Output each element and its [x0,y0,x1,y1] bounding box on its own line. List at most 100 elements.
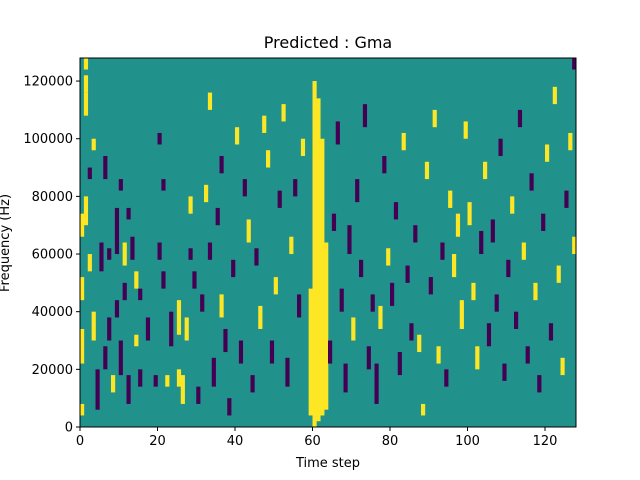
heatmap-cell [87,254,92,272]
heatmap-cell [486,323,492,347]
x-tick-label: 60 [304,434,321,449]
heatmap-cell [308,288,313,416]
heatmap-cell [114,300,120,318]
y-tick-label: 60000 [32,248,73,263]
y-tick-label: 20000 [32,363,73,378]
heatmap-cell [188,248,193,260]
heatmap-cell [134,334,139,347]
heatmap-cell [432,109,437,128]
heatmap-cell [80,403,85,416]
heatmap-cell [467,202,472,226]
heatmap-cell [572,58,577,70]
heatmap-cell [343,363,348,393]
heatmap-cell [269,340,275,364]
heatmap-cell [316,98,321,422]
heatmap-cell [180,375,185,404]
heatmap-cell [138,369,143,387]
heatmap-cell [409,323,414,341]
heatmap-cell [572,236,577,255]
heatmap-cell [300,138,306,157]
heatmap-cell [297,294,302,318]
heatmap-cell [401,132,406,151]
heatmap-cell [378,305,383,329]
heatmap-cell [328,340,333,364]
heatmap-cell [118,340,123,376]
heatmap-cell [138,288,143,301]
y-tick-label: 100000 [23,132,73,147]
heatmap-cell [157,242,162,260]
plot-area [79,57,577,428]
x-tick-label: 20 [149,434,166,449]
heatmap-cell [525,346,530,364]
heatmap-cell [145,317,151,341]
chart-title: Predicted : Gma [264,33,392,52]
heatmap-cell [459,300,464,329]
heatmap-cell [196,386,201,404]
heatmap-cell [393,202,399,220]
heatmap-cell [366,346,371,370]
heatmap-cell [444,369,449,387]
heatmap-cell [374,363,379,404]
heatmap-cell [494,294,499,312]
heatmap-cell [273,277,278,295]
heatmap-cell [122,242,127,266]
heatmap-cell [293,179,298,197]
heatmap-cell [564,190,569,208]
heatmap-cell [184,317,189,341]
heatmap-cell [517,109,523,128]
heatmap-cell [490,219,495,243]
heatmap-cell [347,225,352,255]
heatmap-cell [266,150,271,168]
y-tick-label: 120000 [23,75,73,90]
heatmap-cell [111,375,116,393]
heatmap-cell [242,179,247,197]
heatmap-cell [204,184,209,203]
heatmap-cell [362,104,368,128]
heatmap-cell [560,357,565,376]
heatmap-cell [320,138,325,416]
heatmap-cell [103,156,108,180]
heatmap-cell [556,265,561,283]
y-axis-label: Frequency (Hz) [0,194,13,292]
heatmap-cell [99,242,104,272]
x-tick-label: 120 [533,434,558,449]
heatmap-cell [83,58,89,70]
heatmap-cell [541,213,546,231]
heatmap-cell [91,311,96,341]
heatmap-cell [510,196,515,214]
heatmap-cell [219,156,224,174]
y-tick-label: 80000 [32,190,73,205]
heatmap-cell [211,357,216,387]
heatmap-cell [188,196,193,214]
heatmap-cell [169,311,174,347]
heatmap-cell [421,403,426,416]
heatmap-cell [192,271,197,289]
heatmap-cell [107,248,112,260]
heatmap-cell [91,138,96,151]
heatmap-cell [161,179,166,191]
heatmap-cell [118,179,123,191]
heatmap-cell [285,357,290,387]
heatmap-cell [114,207,120,255]
heatmap-cell [413,225,418,243]
heatmap-cell [215,207,220,226]
heatmap-cell [107,317,112,341]
heatmap-cell [463,121,468,139]
heatmap-cell [238,340,244,364]
heatmap-cell [475,346,480,370]
heatmap-cell [483,161,488,180]
heatmap-cell [165,375,170,387]
heatmap-cells [80,58,577,427]
heatmap-cell [440,242,445,260]
heatmap-cell [130,236,135,260]
heatmap-cell [227,398,232,416]
heatmap-cell [126,207,131,220]
heatmap-cell [312,81,317,427]
heatmap-cell [386,248,391,266]
heatmap-cell [448,190,453,208]
heatmap-cell [417,334,422,353]
heatmap-cell [324,242,329,410]
heatmap-cell [176,369,182,387]
heatmap-cell [428,277,433,295]
heatmap-cell [498,138,503,157]
